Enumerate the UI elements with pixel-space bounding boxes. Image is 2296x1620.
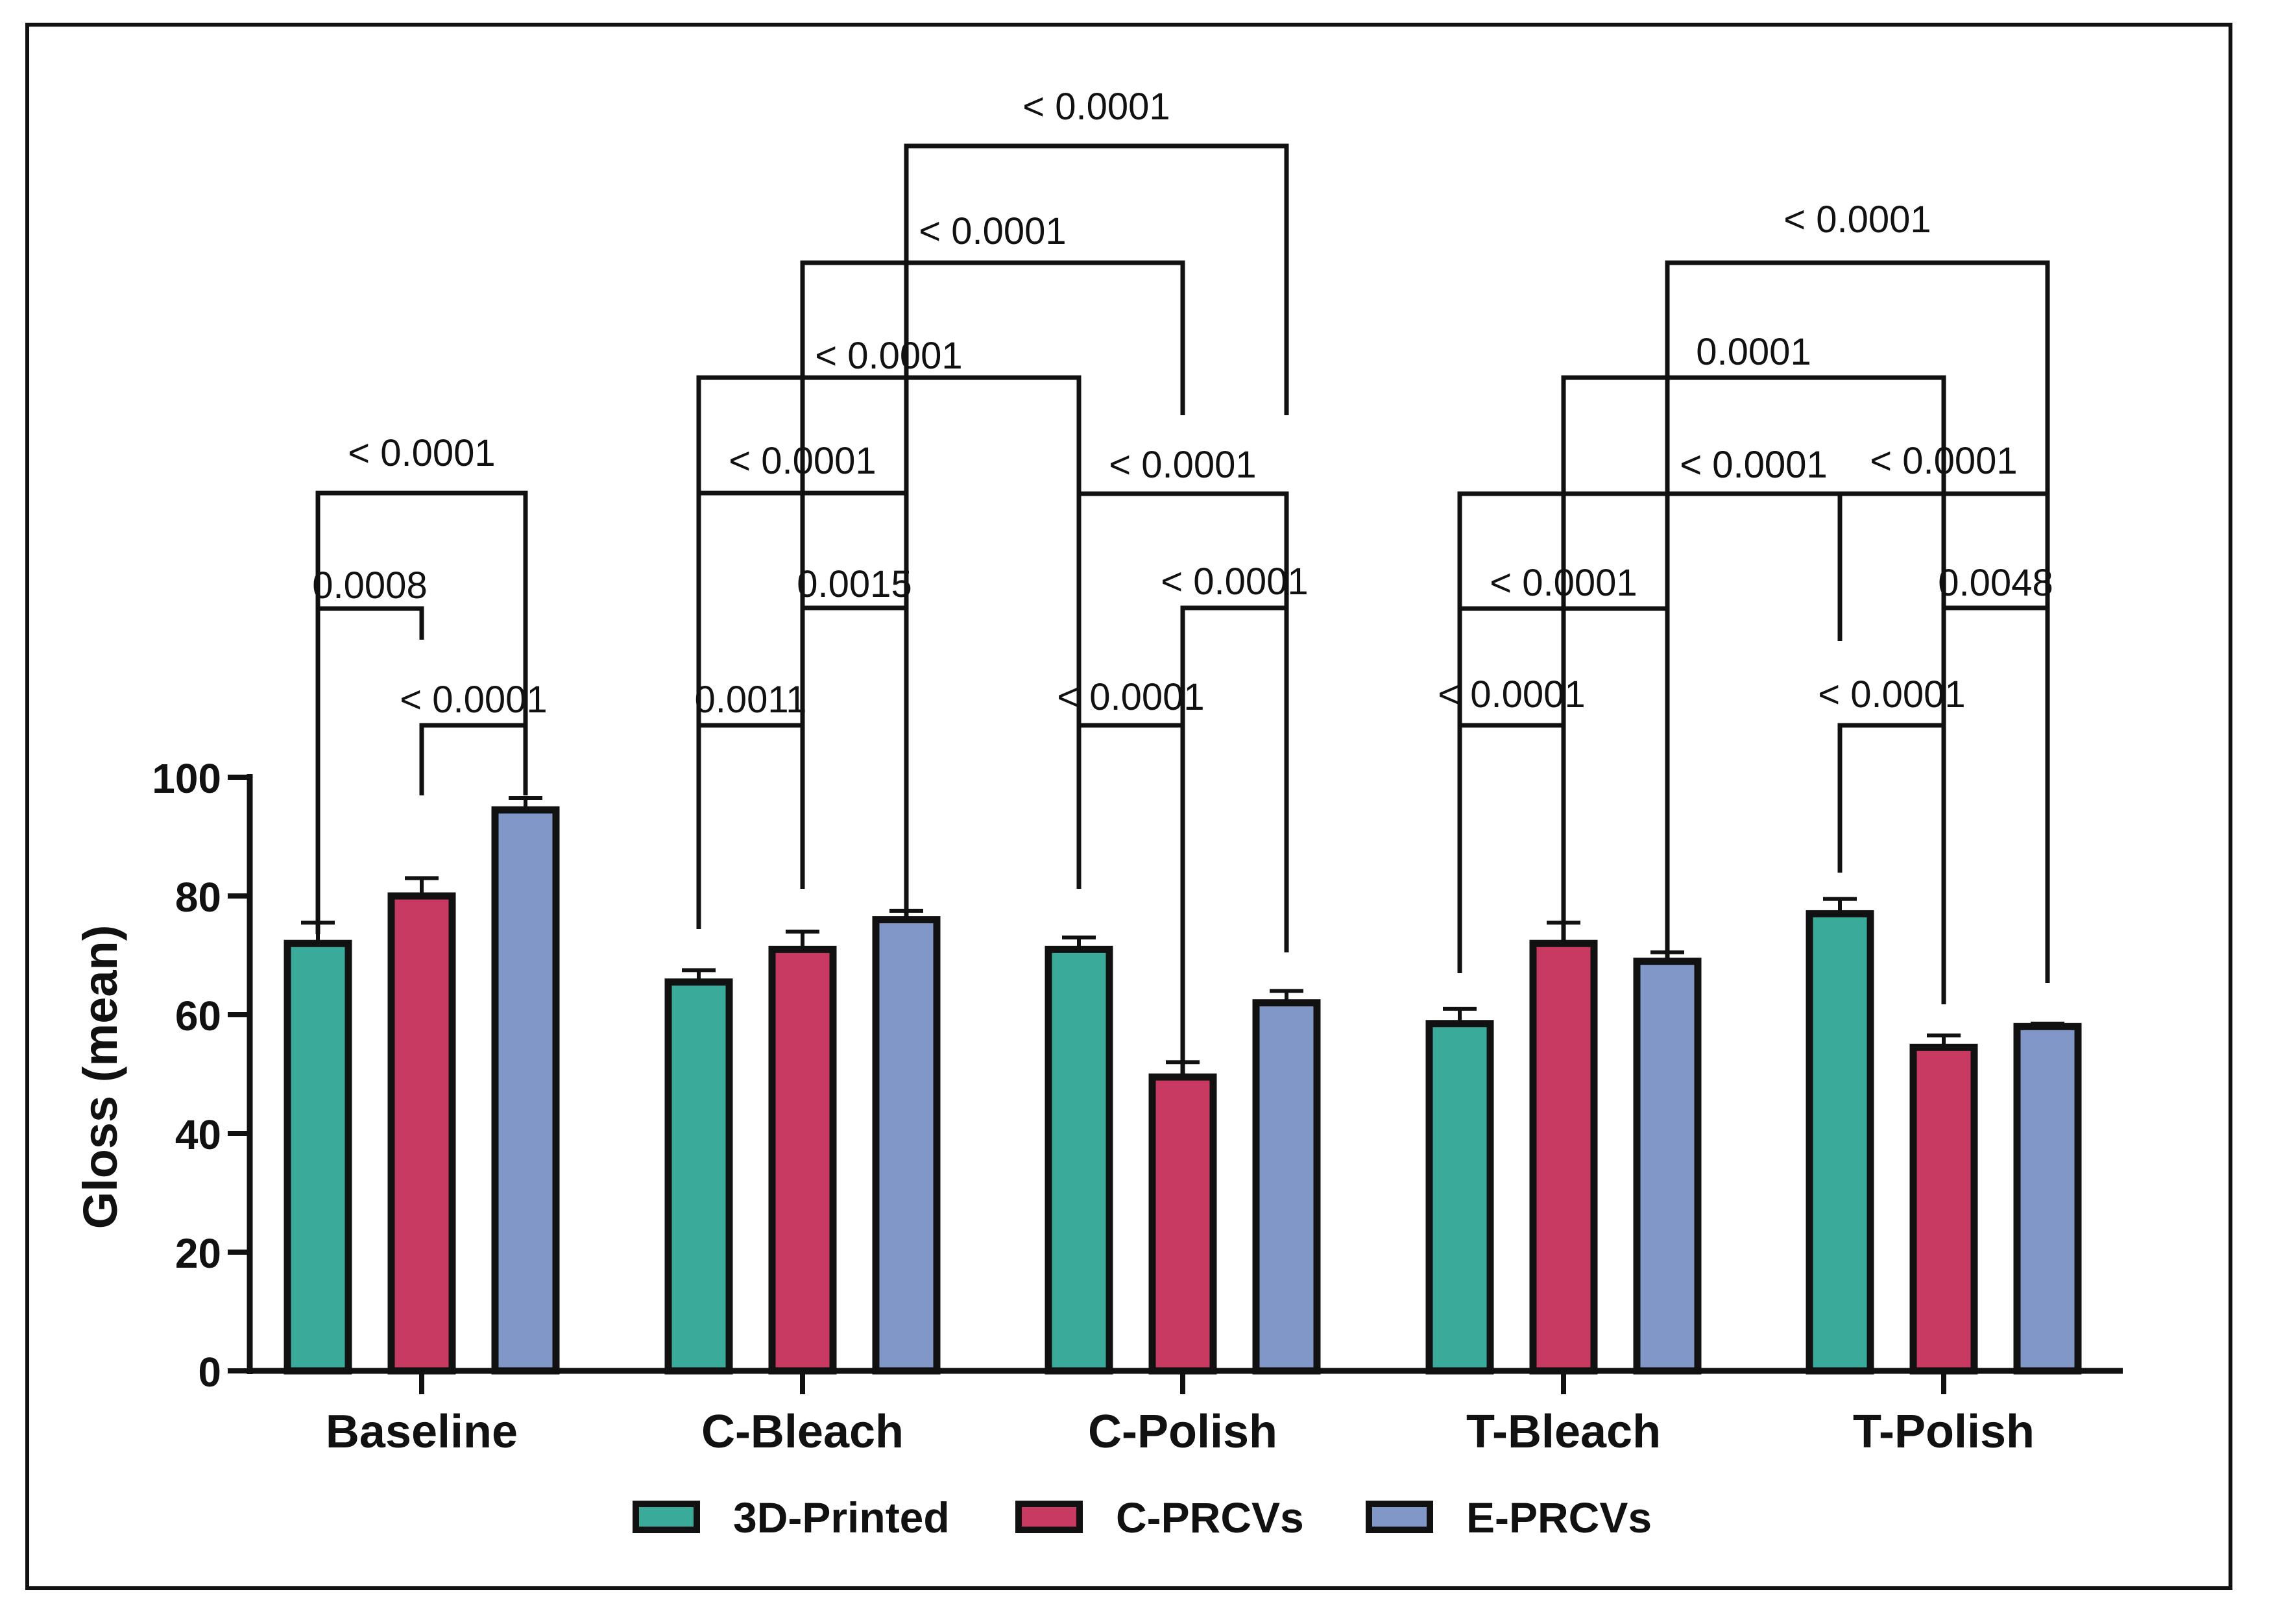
p-value-label: < 0.0001: [400, 679, 547, 721]
bar-C-PRCVs-T-Polish: [1909, 1043, 1978, 1375]
p-value-label: 0.0015: [797, 563, 912, 605]
significance-brackets: 0.0008 < 0.0001 < 0.0001 0.0011 0.0015 < 0.00…: [312, 86, 2053, 1205]
bar-E-PRCVs-C-Polish: [1252, 999, 1321, 1375]
significance-bracket: [1665, 260, 2050, 983]
bar-C-PRCVs-Baseline: [387, 892, 456, 1375]
bar-3D-Printed-Baseline: [284, 939, 352, 1375]
bar-E-PRCVs-T-Polish: [2013, 1022, 2082, 1375]
bar-E-PRCVs-C-Bleach: [872, 916, 941, 1375]
axes-layer: 0 20 40 60 80 100 Baseline C-Bleach C-Polish T-Bl…: [152, 755, 2123, 1458]
bar-C-PRCVs-C-Polish: [1148, 1073, 1217, 1375]
p-value-label: < 0.0001: [348, 432, 495, 474]
legend-swatch-3D-Printed: [633, 1501, 700, 1533]
y-tick-label: 80: [175, 874, 221, 921]
significance-bracket: [696, 375, 1082, 889]
legend-label-C-PRCVs: C-PRCVs: [1116, 1493, 1304, 1541]
bar-3D-Printed-C-Polish: [1045, 945, 1113, 1375]
y-tick-label: 60: [175, 993, 221, 1039]
p-value-label: 0.0008: [312, 564, 427, 607]
x-tick-label: C-Bleach: [701, 1406, 904, 1458]
x-tick-label: Baseline: [326, 1406, 518, 1458]
p-value-label: 0.0011: [694, 679, 806, 721]
bar-3D-Printed-C-Bleach: [664, 978, 733, 1375]
bar-E-PRCVs-Baseline: [491, 806, 560, 1375]
p-value-label: 0.0001: [1696, 331, 1811, 373]
significance-bracket: [1561, 375, 1946, 983]
legend-swatch-C-PRCVs: [1015, 1501, 1083, 1533]
x-tick-label: C-Polish: [1088, 1406, 1277, 1458]
legend-label-3D-Printed: 3D-Printed: [733, 1493, 950, 1541]
p-value-label: < 0.0001: [919, 210, 1066, 252]
p-value-label: < 0.0001: [1818, 673, 1965, 716]
p-value-label: < 0.0001: [1022, 86, 1170, 128]
y-axis-label: Gloss (mean): [73, 925, 127, 1229]
p-value-label: 0.0048: [1938, 562, 2053, 604]
bar-C-PRCVs-C-Bleach: [768, 945, 837, 1375]
p-value-label: < 0.0001: [1680, 444, 1827, 486]
significance-bracket: [904, 143, 1289, 996]
bar-E-PRCVs-T-Bleach: [1633, 958, 1702, 1375]
p-value-label: < 0.0001: [1057, 676, 1204, 718]
y-tick-label: 100: [152, 755, 221, 802]
y-tick-label: 40: [175, 1111, 221, 1158]
y-tick-label: 0: [198, 1349, 221, 1396]
p-value-label: < 0.0001: [1680, 444, 1827, 486]
p-value-label: < 0.0001: [1783, 199, 1931, 241]
figure-frame: [25, 23, 2232, 1590]
bar-C-PRCVs-T-Bleach: [1529, 939, 1598, 1375]
bar-3D-Printed-T-Polish: [1806, 910, 1874, 1375]
p-value-label: < 0.0001: [1109, 444, 1256, 486]
p-value-label: < 0.0001: [815, 335, 962, 377]
p-value-label: < 0.0001: [1161, 561, 1308, 603]
legend: 3D-Printed C-PRCVs E-PRCVs: [633, 1493, 1652, 1541]
significance-bracket: [315, 490, 528, 934]
significance-bracket: [1457, 405, 2050, 639]
x-tick-label: T-Bleach: [1466, 1406, 1661, 1458]
y-tick-label: 20: [175, 1230, 221, 1277]
x-tick-label: T-Polish: [1853, 1406, 2035, 1458]
bar-3D-Printed-T-Bleach: [1425, 1020, 1494, 1375]
bars-layer: [284, 796, 2082, 1375]
p-value-label: < 0.0001: [1438, 673, 1585, 716]
significance-bracket: [800, 260, 1185, 889]
legend-label-E-PRCVs: E-PRCVs: [1466, 1493, 1652, 1541]
legend-swatch-E-PRCVs: [1366, 1501, 1433, 1533]
